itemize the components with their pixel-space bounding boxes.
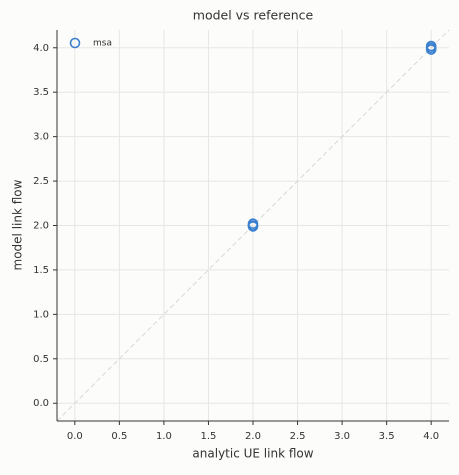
x-tick-label: 4.0 xyxy=(423,431,439,442)
y-tick-label: 2.5 xyxy=(33,176,49,187)
x-tick-label: 2.5 xyxy=(290,431,306,442)
y-tick-label: 2.0 xyxy=(33,221,49,232)
x-tick-label: 3.5 xyxy=(379,431,395,442)
scatter-point xyxy=(425,40,437,52)
scatter-point xyxy=(247,221,259,232)
y-tick-label: 0.0 xyxy=(33,398,49,409)
legend-label: msa xyxy=(93,39,112,49)
y-tick-label: 3.5 xyxy=(33,87,49,98)
y-tick-label: 4.0 xyxy=(33,43,49,54)
y-tick-label: 3.0 xyxy=(33,132,49,143)
x-tick-label: 2.0 xyxy=(245,431,261,442)
x-tick-label: 0.5 xyxy=(111,431,127,442)
y-tick-label: 1.5 xyxy=(33,265,49,276)
x-tick-label: 1.5 xyxy=(201,431,217,442)
chart-title: model vs reference xyxy=(193,8,314,23)
x-tick-label: 3.0 xyxy=(334,431,350,442)
y-tick-label: 1.0 xyxy=(33,309,49,320)
scatter-point xyxy=(425,44,437,55)
x-axis-label: analytic UE link flow xyxy=(192,447,313,461)
y-tick-label: 0.5 xyxy=(33,354,49,365)
x-tick-label: 1.0 xyxy=(156,431,172,442)
x-tick-label: 0.0 xyxy=(67,431,83,442)
legend-marker xyxy=(69,37,81,49)
y-axis-label: model link flow xyxy=(11,179,25,270)
reference-line xyxy=(56,29,450,422)
